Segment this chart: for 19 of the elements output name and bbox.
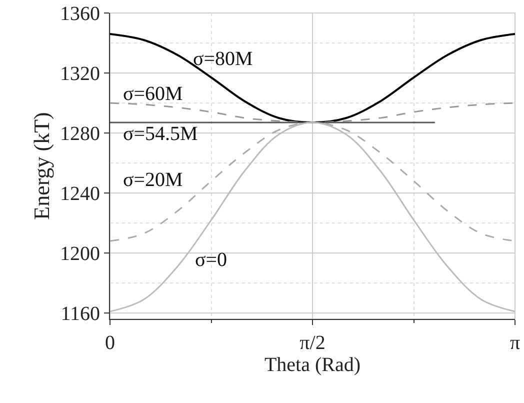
annotation: σ=60M <box>123 83 184 105</box>
annotation: σ=80M <box>193 48 254 70</box>
line-series <box>110 102 515 124</box>
x-tick-label: π <box>510 332 520 354</box>
line-series <box>110 122 515 312</box>
y-tick-label: 1360 <box>60 3 100 25</box>
y-tick-label: 1320 <box>60 63 100 85</box>
y-tick-label: 1200 <box>60 243 100 265</box>
y-tick-label: 1240 <box>60 183 100 205</box>
y-tick-label: 1160 <box>60 303 100 325</box>
x-tick-label: 0 <box>105 332 115 354</box>
annotation: σ=0 <box>195 249 228 271</box>
annotation: σ=54.5M <box>123 123 198 145</box>
x-tick-label: π/2 <box>300 332 326 354</box>
annotation: σ=20M <box>123 169 184 191</box>
y-axis-title: Energy (kT) <box>28 112 54 220</box>
y-tick-label: 1280 <box>60 123 100 145</box>
x-axis-title: Theta (Rad) <box>264 354 361 376</box>
line-series <box>110 33 515 124</box>
